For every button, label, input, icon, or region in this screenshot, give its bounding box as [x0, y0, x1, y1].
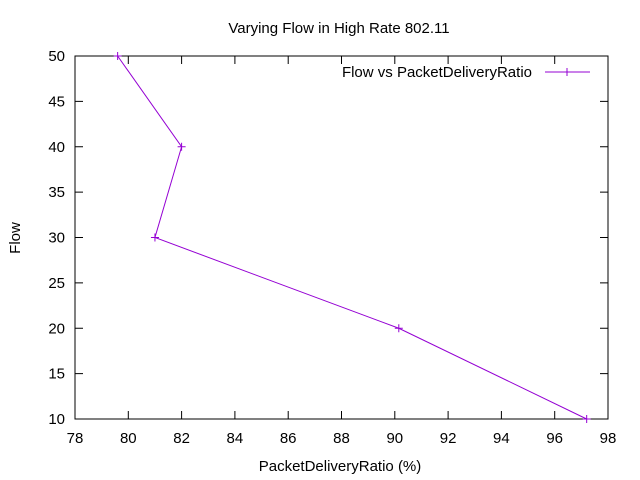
legend-marker	[563, 68, 571, 76]
y-tick-label-0: 10	[48, 411, 65, 428]
data-point-0-1	[177, 142, 186, 151]
x-tick-label-4: 86	[280, 430, 297, 447]
data-point-0-2	[150, 233, 159, 242]
series-line-0	[117, 55, 587, 420]
y-axis: 10 15 20 25 30 35 40 45 50	[48, 48, 608, 428]
y-tick-label-6: 40	[48, 139, 65, 156]
y-tick-label-4: 30	[48, 230, 65, 247]
x-tick-label-9: 96	[546, 430, 563, 447]
y-tick-label-7: 45	[48, 93, 65, 110]
y-tick-label-8: 50	[48, 48, 65, 65]
data-point-0-0	[113, 52, 122, 60]
x-axis: 78 80 82 84 86 88 90 92 94 96 98	[67, 56, 617, 447]
x-tick-label-2: 82	[173, 430, 190, 447]
legend-label: Flow vs PacketDeliveryRatio	[342, 64, 532, 81]
legend: Flow vs PacketDeliveryRatio	[342, 64, 590, 81]
y-tick-label-5: 35	[48, 184, 65, 201]
y-axis-label: Flow	[7, 222, 24, 254]
y-tick-label-1: 15	[48, 366, 65, 383]
x-tick-label-5: 88	[333, 430, 350, 447]
x-axis-label: PacketDeliveryRatio (%)	[259, 458, 422, 475]
y-tick-label-3: 25	[48, 275, 65, 292]
x-tick-label-1: 80	[120, 430, 137, 447]
x-tick-label-7: 92	[440, 430, 457, 447]
x-tick-label-3: 84	[227, 430, 244, 447]
x-tick-label-6: 90	[386, 430, 403, 447]
data-point-0-3	[394, 324, 403, 333]
data-point-0-4	[582, 415, 591, 423]
chart-title: Varying Flow in High Rate 802.11	[228, 20, 449, 37]
y-tick-label-2: 20	[48, 320, 65, 337]
x-tick-label-8: 94	[493, 430, 510, 447]
x-tick-label-0: 78	[67, 430, 84, 447]
series-layer	[113, 52, 591, 423]
x-tick-label-10: 98	[600, 430, 617, 447]
